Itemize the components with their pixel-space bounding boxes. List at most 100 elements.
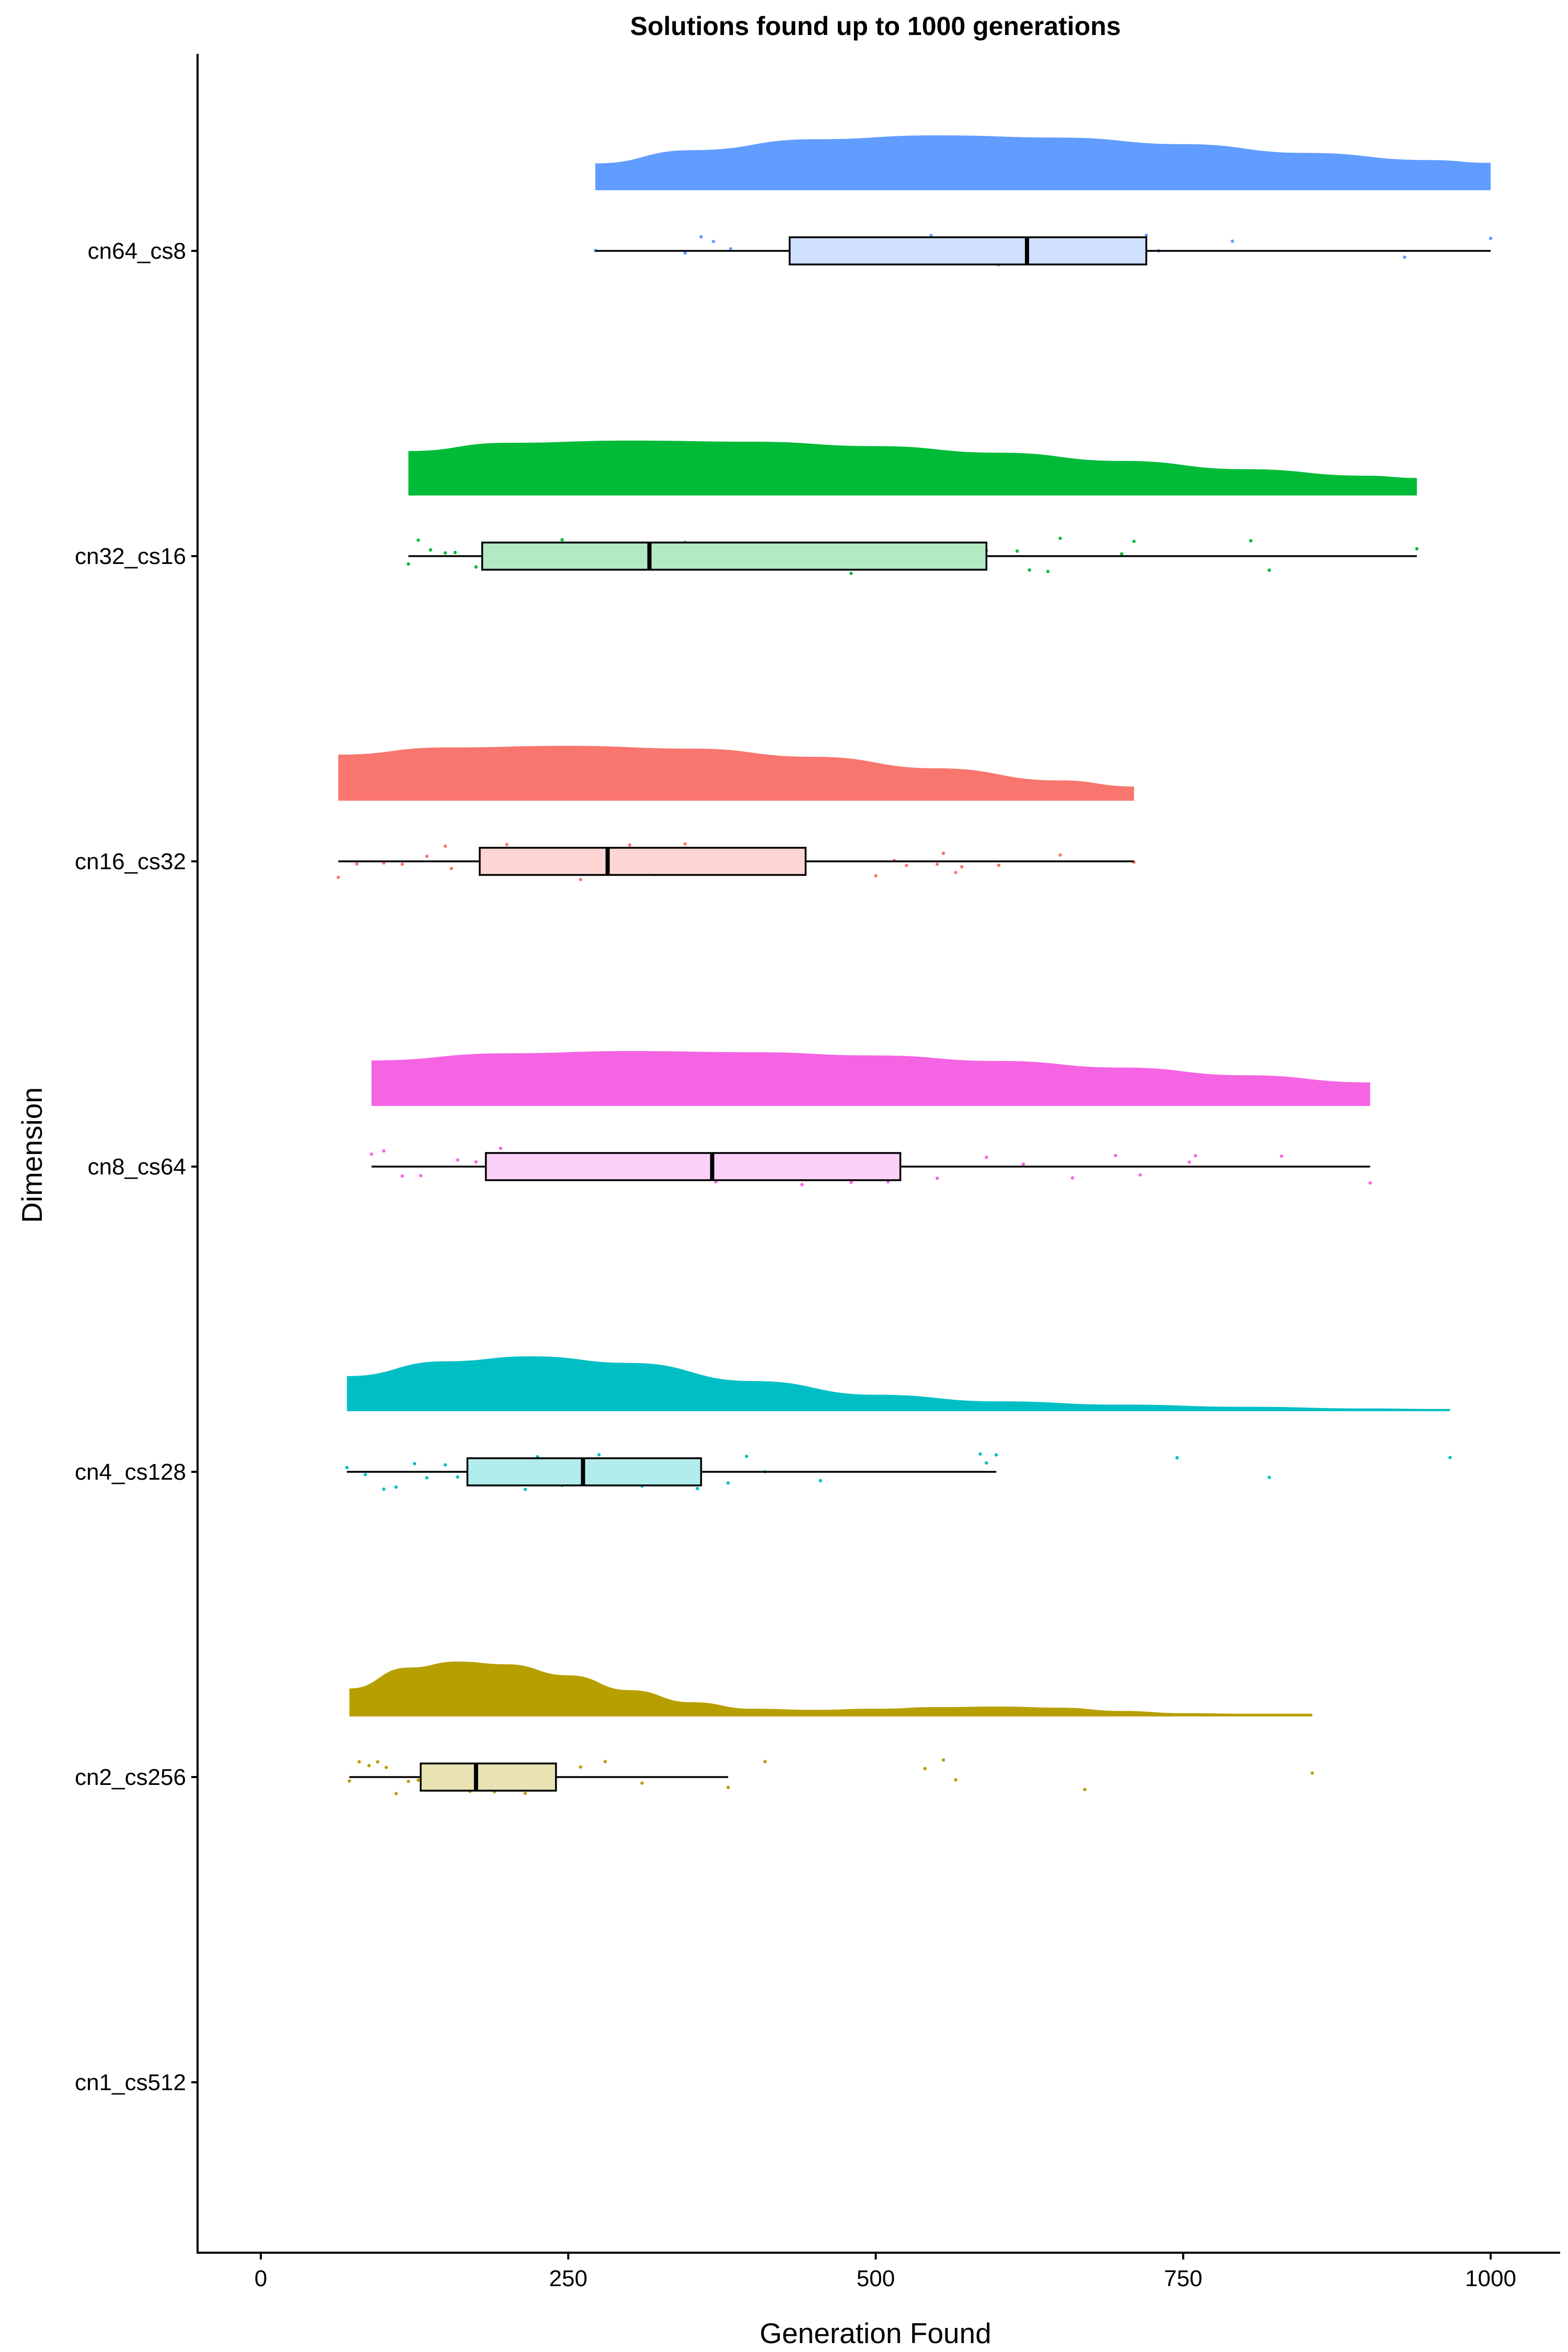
data-point [905, 863, 908, 868]
series-group-cn32_cs16 [407, 441, 1419, 575]
data-point [628, 843, 632, 847]
data-point [1310, 1771, 1315, 1775]
data-point [1279, 1154, 1284, 1158]
data-point [419, 1174, 423, 1178]
data-point [1021, 1162, 1025, 1166]
data-point [745, 1455, 748, 1458]
data-point [696, 1486, 699, 1491]
series-group-cn64_cs8 [593, 135, 1493, 267]
series-group-cn16_cs32 [337, 746, 1136, 882]
data-point [1083, 1788, 1087, 1791]
data-point [699, 235, 703, 239]
data-point [579, 1765, 582, 1769]
data-point [367, 1763, 371, 1768]
data-point [345, 1466, 349, 1469]
data-point [394, 1792, 398, 1795]
data-point [382, 1487, 386, 1491]
data-point [400, 1174, 404, 1178]
data-point [683, 842, 687, 846]
data-point [1046, 570, 1050, 573]
data-point [456, 1475, 459, 1479]
data-point [923, 1767, 927, 1770]
data-point [1489, 236, 1493, 240]
data-point [1070, 1176, 1075, 1180]
x-tick-label: 250 [549, 2266, 587, 2291]
data-point [429, 548, 432, 552]
data-point [453, 550, 457, 555]
iqr-box-cn8_cs64 [485, 1152, 902, 1181]
data-point [849, 1180, 853, 1184]
data-point [726, 1785, 730, 1790]
data-point [474, 565, 478, 569]
data-point [425, 855, 429, 858]
data-point [1415, 547, 1419, 551]
x-tick-label: 0 [255, 2266, 267, 2291]
data-point [874, 874, 878, 878]
x-axis-ticks: 0 250 500 750 1000 [255, 2253, 1516, 2291]
density-cloud-cn8_cs64 [371, 1051, 1370, 1106]
y-tick-label: cn4_cs128 [75, 1459, 186, 1485]
y-tick-label: cn2_cs256 [75, 1765, 186, 1790]
data-point [935, 1177, 939, 1180]
data-point [1120, 552, 1124, 556]
x-axis-title: Generation Found [759, 2317, 991, 2349]
data-point [400, 862, 404, 866]
data-point [456, 1158, 459, 1162]
data-point [370, 1152, 373, 1156]
iqr-box-cn64_cs8 [789, 236, 1147, 266]
data-point [1267, 1475, 1271, 1479]
density-cloud-cn64_cs8 [595, 135, 1491, 190]
data-point [394, 1485, 398, 1489]
data-point [978, 1452, 982, 1456]
data-point [935, 862, 939, 866]
data-point [929, 234, 933, 237]
data-point [1028, 568, 1031, 572]
data-point [985, 1461, 988, 1465]
data-point [443, 1463, 447, 1467]
data-point [960, 865, 964, 869]
data-point [818, 1479, 822, 1483]
data-point [985, 1155, 988, 1159]
data-point [499, 1146, 503, 1150]
y-tick-label: cn16_cs32 [75, 849, 186, 874]
data-point [597, 1453, 601, 1457]
data-point [505, 843, 509, 846]
data-point [474, 1160, 478, 1164]
data-point [443, 551, 447, 555]
data-point [941, 851, 946, 855]
data-point [994, 1453, 998, 1457]
y-tick-label: cn32_cs16 [75, 544, 186, 569]
data-point [407, 1780, 410, 1783]
density-cloud-cn2_cs256 [349, 1662, 1312, 1716]
x-tick-label: 750 [1164, 2266, 1202, 2291]
data-point [1194, 1154, 1197, 1158]
x-tick-label: 1000 [1465, 2266, 1516, 2291]
data-point [425, 1476, 429, 1480]
data-point [407, 562, 410, 566]
data-point [363, 1473, 367, 1477]
data-point [1368, 1181, 1372, 1185]
data-point [376, 1760, 379, 1764]
y-tick-label: cn64_cs8 [88, 238, 186, 264]
data-point [1175, 1456, 1179, 1460]
data-point [954, 1778, 958, 1782]
data-point [1114, 1154, 1117, 1158]
data-point [1058, 536, 1062, 540]
data-point [416, 538, 420, 542]
data-point [523, 1488, 527, 1491]
y-tick-label: cn1_cs512 [75, 2070, 186, 2095]
data-point [729, 247, 733, 251]
data-point [348, 1779, 351, 1783]
data-point [997, 863, 1001, 867]
data-point [1144, 234, 1148, 237]
density-cloud-cn16_cs32 [338, 746, 1134, 801]
plot-area [337, 135, 1493, 1795]
iqr-box-cn32_cs16 [481, 541, 988, 571]
x-tick-label: 500 [857, 2266, 895, 2291]
data-point [412, 1462, 417, 1466]
data-point [711, 239, 716, 244]
series-group-cn8_cs64 [370, 1051, 1372, 1186]
data-point [337, 875, 340, 879]
data-point [384, 1766, 388, 1769]
